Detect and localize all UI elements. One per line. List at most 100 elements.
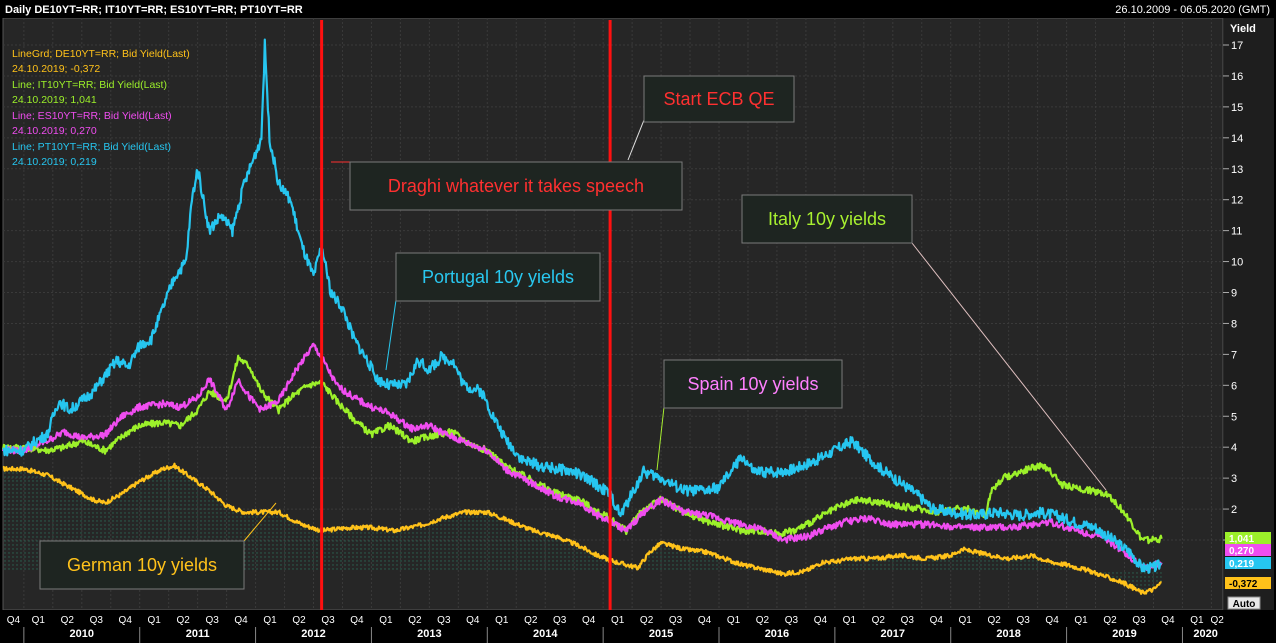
legend-entry-name: Line; IT10YT=RR; Bid Yield(Last) <box>12 79 167 91</box>
legend: LineGrd; DE10YT=RR; Bid Yield(Last) 24.10… <box>12 48 190 168</box>
italy-annotation-box <box>741 194 913 244</box>
x-quarter-label: Q2 <box>756 615 770 626</box>
auto-button <box>1227 596 1261 610</box>
germany-line <box>2 462 1162 595</box>
y-tick-label: 16 <box>1231 71 1243 83</box>
value-badge-text: -0,372 <box>1229 579 1258 590</box>
x-year-label: 2012 <box>301 628 325 640</box>
y-tick-label: 17 <box>1231 40 1243 52</box>
series-lines <box>1 38 1163 595</box>
y-tick-label: 2 <box>1231 504 1237 516</box>
x-quarter-label: Q2 <box>988 615 1002 626</box>
value-badge <box>1225 557 1271 569</box>
x-quarter-label: Q1 <box>32 615 46 626</box>
x-quarter-label: Q1 <box>495 615 509 626</box>
spain-annotation-leader <box>656 406 665 471</box>
x-quarter-label: Q4 <box>698 615 712 626</box>
x-quarter-label: Q3 <box>901 615 915 626</box>
legend-entry-value: 24.10.2019; -0,372 <box>12 63 100 75</box>
x-quarter-label: Q4 <box>466 615 480 626</box>
legend-entry-value: 24.10.2019; 0,270 <box>12 125 97 137</box>
x-year-label: 2011 <box>186 628 210 640</box>
x-quarter-label: Q4 <box>814 615 828 626</box>
x-quarter-label: Q4 <box>350 615 364 626</box>
x-year-label: 2013 <box>417 628 441 640</box>
annotations: Draghi whatever it takes speech Start ECB… <box>39 75 1107 590</box>
german-annotation-label: German 10y yields <box>67 555 217 575</box>
x-quarter-label: Q1 <box>959 615 973 626</box>
x-quarter-label: Q2 <box>640 615 654 626</box>
x-quarter-label: Q3 <box>785 615 799 626</box>
italy-line <box>1 354 1163 545</box>
x-quarter-label: Q4 <box>234 615 248 626</box>
x-year-label: 2016 <box>765 628 789 640</box>
x-quarter-label: Q1 <box>843 615 857 626</box>
german-annotation-box <box>39 540 245 590</box>
x-quarter-label: Q3 <box>437 615 451 626</box>
y-tick-label: 8 <box>1231 318 1237 330</box>
x-year-label: 2017 <box>881 628 905 640</box>
x-quarter-label: Q3 <box>321 615 335 626</box>
x-quarter-label: Q3 <box>669 615 683 626</box>
x-year-label: 2018 <box>996 628 1020 640</box>
y-tick-label: 6 <box>1231 380 1237 392</box>
portugal-annotation-leader <box>385 299 397 371</box>
date-range: 26.10.2009 - 06.05.2020 (GMT) <box>1115 4 1270 16</box>
legend-entry-value: 24.10.2019; 1,041 <box>12 94 97 106</box>
y-tick-label: 9 <box>1231 288 1237 300</box>
x-quarter-label: Q4 <box>1161 615 1175 626</box>
spain-annotation-box <box>663 359 843 409</box>
x-quarter-label: Q4 <box>930 615 944 626</box>
x-year-label: 2010 <box>70 628 94 640</box>
x-year-label: 2015 <box>649 628 673 640</box>
x-quarter-label: Q3 <box>90 615 104 626</box>
x-year-label: 2019 <box>1112 628 1136 640</box>
x-quarter-label: Q4 <box>119 615 133 626</box>
y-axis-panel <box>1224 18 1274 610</box>
x-quarter-label: Q2 <box>292 615 306 626</box>
y-tick-label: 15 <box>1231 102 1243 114</box>
ecb-qe-annotation-label: Start ECB QE <box>663 89 774 109</box>
x-quarter-label: Q3 <box>205 615 219 626</box>
x-quarter-label: Q3 <box>553 615 567 626</box>
x-quarter-label: Q1 <box>727 615 741 626</box>
y-tick-label: 5 <box>1231 411 1237 423</box>
x-year-label: 2020 <box>1193 628 1217 640</box>
germany-area-fill <box>3 463 1162 594</box>
legend-entry-value: 24.10.2019; 0,219 <box>12 156 97 168</box>
italy-annotation-leader <box>911 242 1107 491</box>
portugal-annotation-label: Portugal 10y yields <box>422 267 574 287</box>
x-quarter-label: Q2 <box>524 615 538 626</box>
x-quarter-label: Q2 <box>176 615 190 626</box>
x-quarter-label: Q2 <box>1103 615 1117 626</box>
y-tick-label: 4 <box>1231 442 1237 454</box>
x-year-label: 2014 <box>533 628 558 640</box>
y-tick-label: 14 <box>1231 133 1243 145</box>
draghi-annotation-box <box>349 161 683 211</box>
y-tick-label: 11 <box>1231 226 1242 238</box>
x-axis: Q4 Q1 Q2 Q3 Q4 Q1 Q2 Q3 Q4 Q1 Q2 Q3 Q4 Q1 Q2 Q3 Q4 Q1 Q2 Q3… <box>0 610 1276 643</box>
x-quarter-label: Q4 <box>7 615 21 626</box>
x-quarter-label: Q1 <box>1074 615 1088 626</box>
portugal-line <box>2 38 1162 574</box>
draghi-annotation-label: Draghi whatever it takes speech <box>388 176 644 196</box>
chart-title: Daily DE10YT=RR; IT10YT=RR; ES10YT=RR; P… <box>5 4 303 16</box>
y-tick-label: 13 <box>1231 164 1243 176</box>
y-axis: Yield1234567891011121314151617 <box>1223 23 1256 547</box>
german-annotation-leader <box>243 502 277 542</box>
x-quarter-label: Q1 <box>611 615 625 626</box>
legend-entry-name: Line; PT10YT=RR; Bid Yield(Last) <box>12 141 171 153</box>
x-quarter-label: Q2 <box>1211 615 1225 626</box>
x-axis-panel <box>0 610 1276 643</box>
x-quarter-label: Q3 <box>1016 615 1030 626</box>
legend-entry-name: Line; ES10YT=RR; Bid Yield(Last) <box>12 110 172 122</box>
y-tick-label: 7 <box>1231 349 1237 361</box>
value-badge-text: 1,041 <box>1229 534 1254 545</box>
ecb-qe-annotation-leader <box>627 119 645 161</box>
x-quarter-label: Q4 <box>582 615 596 626</box>
y-axis-label: Yield <box>1230 23 1256 35</box>
value-badge <box>1225 532 1271 544</box>
y-tick-label: 3 <box>1231 473 1237 485</box>
x-quarter-label: Q1 <box>379 615 393 626</box>
